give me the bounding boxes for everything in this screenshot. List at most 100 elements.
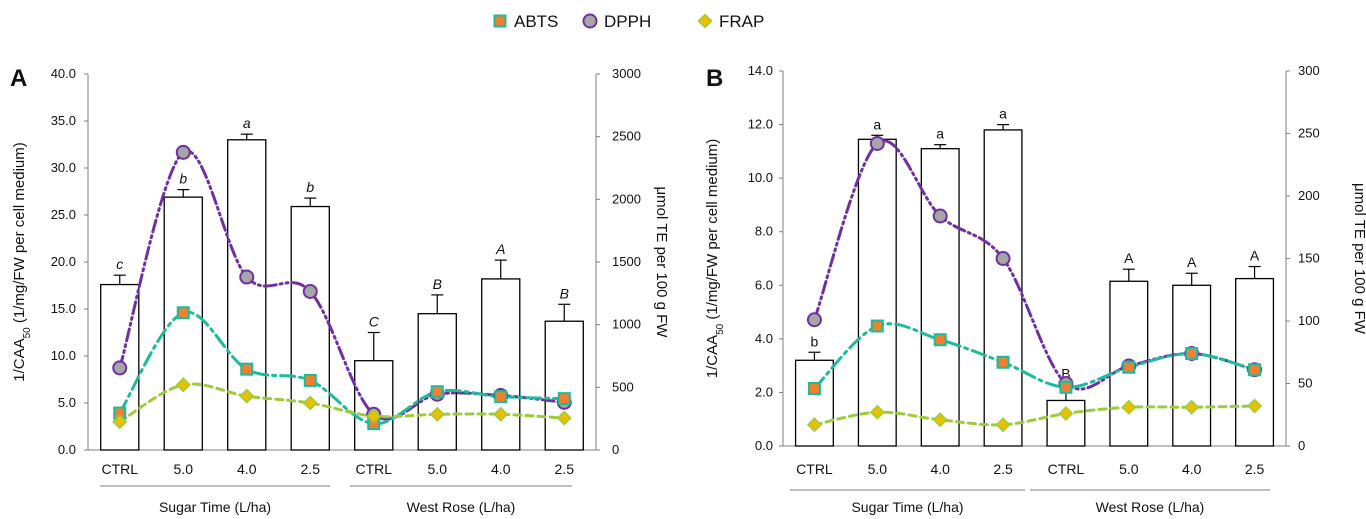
right-tick-label: 1500 — [612, 254, 641, 269]
point-abts — [176, 306, 190, 320]
bar — [354, 360, 394, 451]
right-tick-label: 150 — [1298, 251, 1320, 266]
point-abts — [430, 385, 444, 399]
point-frap — [112, 414, 128, 430]
significance-letter: B — [560, 285, 569, 301]
left-tick-label: 8.0 — [755, 224, 773, 239]
left-axis-title-main: 1/CAA — [704, 335, 721, 378]
bar — [983, 129, 1023, 447]
point-dpph — [995, 251, 1011, 266]
significance-letter: b — [179, 171, 187, 187]
category-label: 2.5 — [993, 461, 1013, 477]
left-tick-label: 15.0 — [51, 301, 76, 316]
left-tick-label: 35.0 — [51, 113, 76, 128]
left-axis-title-subscript: 50 — [715, 323, 726, 335]
left-tick-label: 2.0 — [755, 384, 773, 399]
panel-a: A 0.0 5.0 10.0 15.0 20.0 25.0 30.0 35.0 40.0 0 500 1… — [10, 65, 670, 515]
left-axis-title-main: 1/CAA — [11, 338, 28, 381]
point-frap — [302, 395, 318, 411]
point-dpph — [239, 269, 255, 285]
panel-b: B 0.0 2.0 4.0 6.0 8.0 10.0 12.0 14.0 0 50 100 150 200… — [704, 63, 1366, 515]
point-frap — [1058, 405, 1074, 422]
point-abts — [870, 319, 884, 333]
category-label: 2.5 — [555, 461, 575, 477]
point-frap — [366, 408, 382, 424]
point-abts — [1122, 360, 1136, 374]
category-label: CTRL — [101, 461, 138, 477]
group-label: West Rose (L/ha) — [1096, 499, 1205, 515]
point-abts — [557, 392, 571, 406]
bar — [1172, 284, 1212, 447]
category-label: CTRL — [796, 461, 833, 477]
significance-letter: A — [1124, 250, 1134, 266]
left-tick-label: 0.0 — [755, 438, 773, 453]
group-label: Sugar Time (L/ha) — [851, 499, 963, 515]
point-dpph — [869, 136, 885, 151]
left-axis-title: 1/CAA50 (1/mg/FW per cell medium) — [11, 142, 33, 382]
left-tick-label: 40.0 — [51, 66, 76, 81]
left-axis-title: 1/CAA50 (1/mg/FW per cell medium) — [704, 139, 726, 379]
category-label: 4.0 — [237, 461, 257, 477]
left-tick-label: 30.0 — [51, 160, 76, 175]
point-dpph — [112, 360, 128, 376]
right-tick-label: 2000 — [612, 191, 641, 206]
right-axis-title: μmol TE per 100 g FW — [1351, 183, 1366, 335]
point-abts — [303, 373, 317, 387]
left-axis-title-rest: (1/mg/FW per cell medium) — [704, 139, 721, 324]
point-abts — [1185, 347, 1199, 360]
point-frap — [995, 417, 1011, 433]
right-tick-label: 250 — [1298, 126, 1320, 141]
point-abts — [494, 390, 508, 404]
point-abts — [996, 355, 1010, 369]
point-frap — [932, 412, 948, 428]
left-tick-label: 0.0 — [58, 442, 76, 457]
point-frap — [175, 377, 191, 393]
right-tick-label: 0 — [1298, 438, 1305, 453]
category-label: 4.0 — [930, 461, 950, 477]
category-label: 4.0 — [491, 461, 511, 477]
point-abts — [240, 362, 254, 376]
significance-letter: A — [1250, 248, 1260, 264]
legend-marker-abts — [493, 14, 507, 28]
point-abts — [933, 333, 947, 347]
legend-label-frap: FRAP — [719, 12, 764, 31]
legend-label-dpph: DPPH — [604, 12, 651, 31]
panel-label: B — [706, 65, 723, 92]
point-frap — [239, 388, 255, 404]
category-label: 5.0 — [428, 461, 448, 477]
significance-letter: b — [811, 333, 819, 349]
right-tick-label: 2500 — [612, 129, 641, 144]
point-dpph — [806, 312, 822, 328]
right-tick-label: 1000 — [612, 317, 641, 332]
left-tick-label: 4.0 — [755, 331, 773, 346]
bar — [481, 278, 521, 451]
left-tick-label: 10.0 — [748, 170, 773, 185]
point-abts — [807, 382, 821, 395]
point-frap — [1184, 399, 1200, 415]
panel-label: A — [10, 65, 27, 92]
point-frap — [869, 404, 885, 420]
significance-letter: B — [1061, 365, 1070, 381]
legend-marker-dpph — [582, 13, 598, 29]
right-tick-label: 3000 — [612, 66, 641, 81]
group-label: West Rose (L/ha) — [407, 499, 516, 515]
significance-letter: a — [873, 116, 881, 132]
left-tick-label: 20.0 — [51, 254, 76, 269]
category-label: CTRL — [1048, 461, 1085, 477]
right-tick-label: 0 — [612, 442, 619, 457]
category-label: 5.0 — [174, 461, 194, 477]
bar — [920, 148, 960, 447]
significance-letter: A — [1187, 254, 1197, 270]
bar — [290, 205, 330, 451]
significance-letter: a — [936, 126, 944, 142]
right-tick-label: 50 — [1298, 376, 1312, 391]
category-label: 5.0 — [868, 461, 888, 477]
point-dpph — [932, 208, 948, 224]
right-axis-title: μmol TE per 100 g FW — [653, 187, 670, 339]
legend-label-abts: ABTS — [514, 12, 558, 31]
bar — [417, 313, 457, 451]
right-tick-label: 100 — [1298, 313, 1320, 328]
point-frap — [556, 410, 572, 426]
category-label: 4.0 — [1182, 461, 1202, 477]
